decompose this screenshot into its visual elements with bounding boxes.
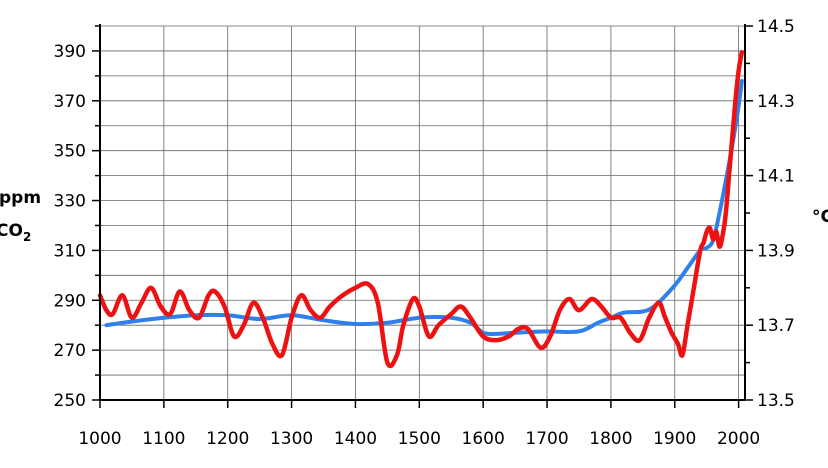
right-axis-tick-label: 14.1 [757,167,795,187]
x-axis-tick-label: 2000 [717,429,760,449]
left-axis-tick-label: 330 [54,192,86,212]
gridlines [100,25,745,400]
x-axis-tick-label: 1000 [78,429,121,449]
x-axis-tick-label: 1400 [334,429,377,449]
temperature-series-line [97,49,745,369]
x-axis-tick-label: 1300 [270,429,313,449]
right-axis-tick-label: 13.7 [757,316,795,336]
left-axis-label-co: CO [0,221,23,241]
x-axis-tick-label: 1100 [142,429,185,449]
x-axis-tick-label: 1600 [462,429,505,449]
left-axis-tick-label: 250 [54,391,86,411]
axes [92,24,753,408]
left-axis-tick-label: 370 [54,92,86,112]
right-axis-tick-label: 13.9 [757,241,795,261]
left-axis-label-unit: ppm [0,188,41,208]
left-axis-label-sub: 2 [23,230,31,244]
left-axis-tick-label: 390 [54,42,86,62]
left-axis-tick-label: 310 [54,241,86,261]
left-axis-tick-label: 350 [54,142,86,162]
left-axis-tick-label: 270 [54,341,86,361]
x-axis-tick-label: 1900 [653,429,696,449]
left-axis-tick-label: 290 [54,291,86,311]
co2-series-line [104,78,744,337]
x-axis-tick-label: 1800 [589,429,632,449]
left-axis-label-co2: CO2 [0,221,31,244]
tick-labels: 250 270 290 310 330 350 370 390 13.5 13.7 13.9 14.1… [54,17,795,449]
x-axis-tick-label: 1700 [525,429,568,449]
series-layer [97,49,745,369]
right-axis-tick-label: 14.5 [757,17,795,37]
right-axis-tick-label: 14.3 [757,92,795,112]
right-axis-tick-label: 13.5 [757,391,795,411]
right-axis-label: °C [812,207,828,227]
x-axis-tick-label: 1500 [398,429,441,449]
x-axis-tick-label: 1200 [206,429,249,449]
